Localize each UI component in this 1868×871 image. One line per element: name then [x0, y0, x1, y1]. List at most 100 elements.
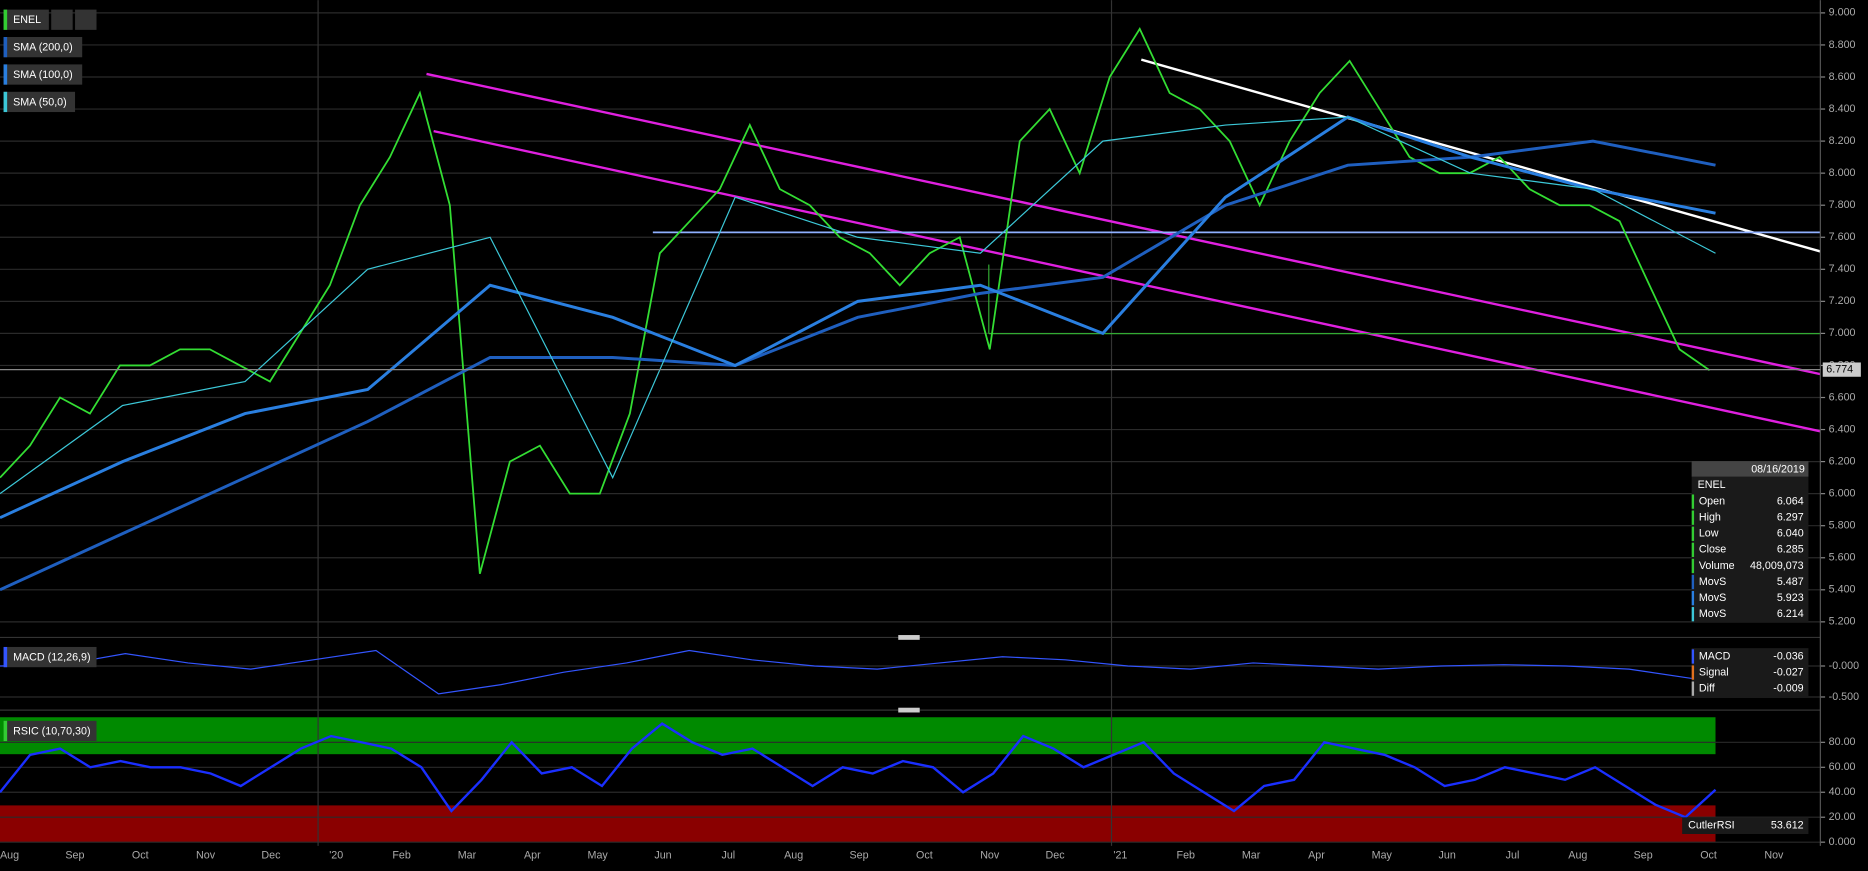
oversold-band [0, 805, 1716, 843]
y-tick-label: 40.00 [1829, 786, 1856, 798]
y-tick-label: 8.200 [1829, 135, 1856, 147]
indicator: SMA (50,0) [13, 96, 67, 108]
y-tick-label: 8.400 [1829, 103, 1856, 115]
symbol-chip[interactable] [3, 9, 49, 30]
row-value: 6.064 [1777, 495, 1804, 507]
row-value: 6.297 [1777, 512, 1804, 524]
row-marker [1691, 542, 1695, 558]
x-tick-label: Feb [1177, 849, 1196, 861]
y-tick-label: -0.000 [1829, 660, 1859, 672]
x-tick-label: Jul [721, 849, 735, 861]
row-marker [1691, 558, 1695, 574]
y-tick-label: 60.00 [1829, 761, 1856, 773]
indicator-chip[interactable] [3, 646, 97, 668]
row-name: Diff [1699, 682, 1715, 694]
y-tick-label: 6.400 [1829, 423, 1856, 435]
splitter[interactable] [898, 635, 920, 640]
row-marker [1691, 526, 1695, 541]
indicator-chip[interactable] [3, 91, 76, 113]
symbol: ENEL [1698, 479, 1726, 491]
settings-button[interactable] [75, 9, 97, 30]
y-tick-label: 0.000 [1829, 836, 1856, 848]
y-tick-label: 8.000 [1829, 167, 1856, 179]
indicator-chip[interactable] [3, 37, 83, 58]
price-tag [1822, 362, 1861, 377]
x-tick-label: Aug [1568, 849, 1587, 861]
symbol: ENEL [13, 14, 41, 26]
x-tick-label: May [588, 849, 609, 861]
chip-color [3, 720, 8, 742]
row-name: MACD [1699, 650, 1731, 662]
legend: ENEL SMA (200,0) SMA (100,0) SMA (50,0) … [3, 9, 97, 742]
series-line [0, 139, 1716, 592]
y-tick-label: 6.200 [1829, 455, 1856, 467]
indicator-chip[interactable] [3, 64, 83, 85]
row-name: MovS [1699, 592, 1726, 604]
x-tick-label: Oct [132, 849, 149, 861]
x-tick-label: Nov [980, 849, 1000, 861]
y-tick-label: 80.00 [1829, 736, 1856, 748]
y-tick-label: 5.400 [1829, 584, 1856, 596]
row-name: Low [1699, 528, 1719, 540]
y-tick-label: 8.800 [1829, 39, 1856, 51]
x-tick-label: Oct [916, 849, 933, 861]
y-tick-label: 20.00 [1829, 811, 1856, 823]
plot [0, 27, 1717, 819]
x-tick-label: Sep [1634, 849, 1653, 861]
splitter[interactable] [898, 707, 920, 713]
row-name: Signal [1699, 666, 1729, 678]
x-tick-label: Nov [196, 849, 216, 861]
x-tick-label: May [1372, 849, 1393, 861]
x-tick-label: Mar [458, 849, 477, 861]
series-line [0, 115, 1716, 520]
chip-color [3, 646, 8, 668]
indicator: SMA (100,0) [13, 69, 73, 81]
y-tick-label: 7.800 [1829, 199, 1856, 211]
row-value: 48,009,073 [1750, 560, 1804, 572]
series-line [0, 649, 1692, 695]
x-tick-label: Dec [261, 849, 281, 861]
y-tick-label: 7.600 [1829, 231, 1856, 243]
y-tick-label: 9.000 [1829, 7, 1856, 19]
x-tick-label: '20 [329, 849, 343, 861]
x-tick-label: '21 [1113, 849, 1127, 861]
x-tick-label: Nov [1764, 849, 1784, 861]
trendline [433, 129, 1821, 433]
price-label: 6.774 [1826, 363, 1853, 375]
x-tick-label: Feb [392, 849, 411, 861]
row-name: Volume [1699, 560, 1735, 572]
row-value: -0.027 [1773, 666, 1803, 678]
row-name: MovS [1699, 576, 1726, 588]
row-marker [1691, 665, 1695, 680]
x-tick-label: Aug [0, 849, 19, 861]
macd-readout [1691, 648, 1809, 697]
indicator-chip[interactable] [3, 720, 97, 742]
x-tick-label: Apr [524, 849, 541, 861]
x-tick-label: Jun [654, 849, 671, 861]
chip-color [3, 64, 8, 85]
row-value: 6.285 [1777, 544, 1804, 556]
y-tick-label: 7.000 [1829, 327, 1856, 339]
info-panel: 08/16/2019 ENEL Open 6.064 High 6.297 Low 6.0… [1691, 461, 1809, 622]
row-marker [1691, 649, 1695, 664]
x-tick-label: Jun [1439, 849, 1456, 861]
overbought-band [0, 717, 1716, 755]
row-value: 6.040 [1777, 528, 1804, 540]
y-tick-label: 8.600 [1829, 71, 1856, 83]
row-name: High [1699, 512, 1721, 524]
y-tick-label: 5.200 [1829, 616, 1856, 628]
x-tick-label: Apr [1308, 849, 1325, 861]
row-marker [1691, 510, 1695, 525]
x-tick-label: Dec [1046, 849, 1066, 861]
chip-color [3, 37, 8, 58]
refresh-button[interactable] [51, 9, 73, 30]
row-marker [1691, 681, 1695, 696]
panel-bg [1691, 461, 1809, 622]
row-name: MovS [1699, 608, 1726, 620]
x-tick-label: Jul [1506, 849, 1520, 861]
x-tick-label: Mar [1242, 849, 1261, 861]
y-tick-label: 6.600 [1829, 391, 1856, 403]
series-line [0, 722, 1717, 819]
